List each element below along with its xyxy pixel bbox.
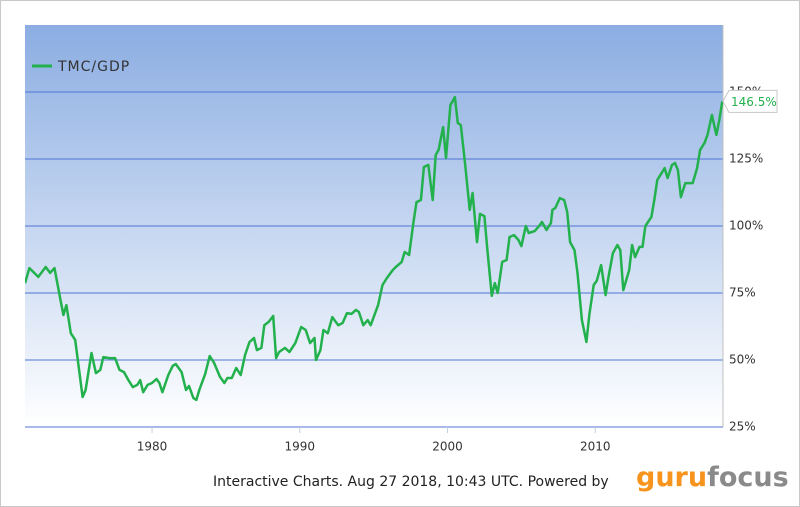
value-flag: 146.5% <box>722 89 778 113</box>
flag-shape <box>722 89 778 113</box>
y-tick-label: 50% <box>729 353 756 367</box>
x-tick-label: 1990 <box>284 440 315 454</box>
brand-part: guru <box>636 462 707 493</box>
brand-part: focus <box>707 462 789 493</box>
series-line <box>25 95 723 402</box>
legend-label: TMC/GDP <box>57 59 130 75</box>
x-tick-label: 2010 <box>580 440 611 454</box>
y-tick-label: 125% <box>729 152 763 166</box>
y-tick-label: 25% <box>729 420 756 434</box>
legend[interactable]: TMC/GDP <box>32 59 130 75</box>
x-tick-label: 1980 <box>137 440 168 454</box>
flag-label: 146.5% <box>731 95 777 109</box>
brand-logo: gurufocus <box>636 462 789 493</box>
x-tick-label: 2000 <box>432 440 463 454</box>
y-tick-label: 100% <box>729 219 763 233</box>
y-tick-label: 75% <box>729 286 756 300</box>
credits: Interactive Charts. Aug 27 2018, 10:43 U… <box>213 474 609 490</box>
